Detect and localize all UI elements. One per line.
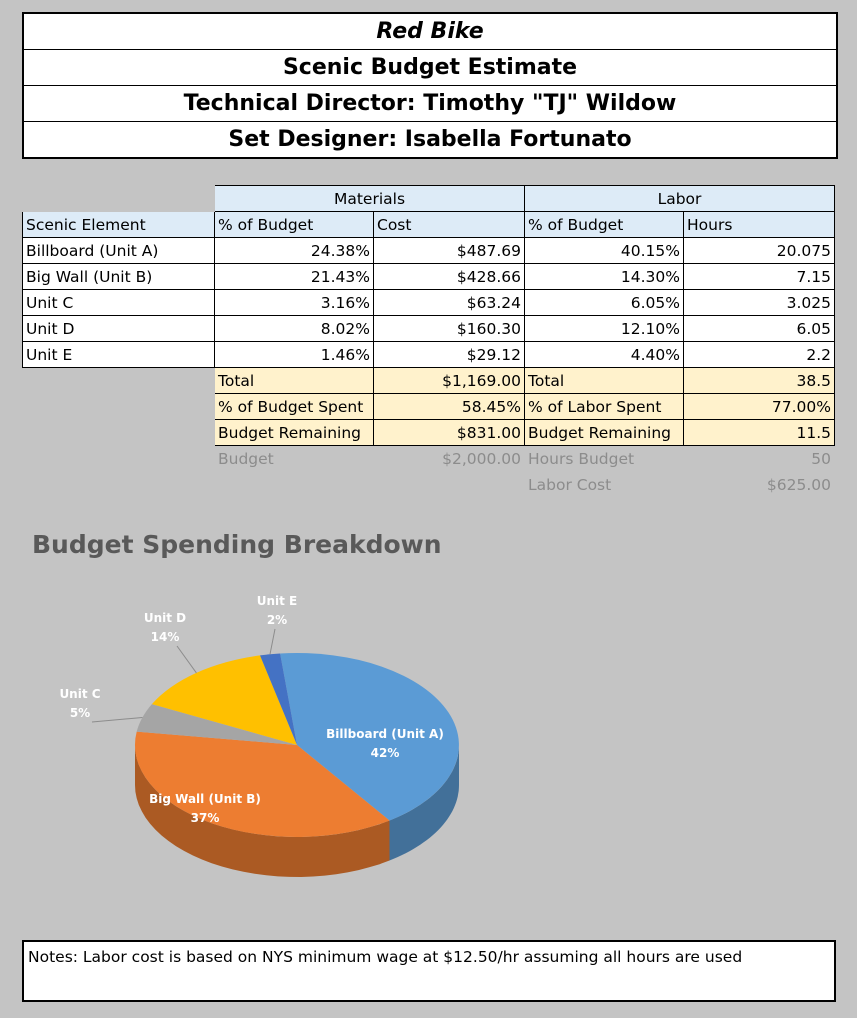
cell-hours: 20.075: [683, 237, 835, 264]
summary-lab-label: Total: [524, 367, 684, 394]
cell-lab-pct: 14.30%: [524, 263, 684, 290]
pie-label-value: 2%: [267, 613, 287, 627]
summary-row-remaining: Budget Remaining $831.00 Budget Remainin…: [23, 419, 835, 446]
summary-mat-label: Total: [214, 367, 374, 394]
budget-label: Budget: [218, 449, 274, 468]
cell-hours: 7.15: [683, 263, 835, 290]
technical-director: Technical Director: Timothy "TJ" Wildow: [24, 86, 836, 122]
pie-label-name: Big Wall (Unit B): [149, 792, 261, 806]
group-header-row: Materials Labor: [23, 185, 835, 212]
cell-cost: $29.12: [373, 341, 525, 368]
pie-label-name: Billboard (Unit A): [326, 727, 444, 741]
cell-mat-pct: 8.02%: [214, 315, 374, 342]
pie-label-value: 37%: [191, 811, 220, 825]
budget-table: Materials Labor Scenic Element % of Budg…: [22, 185, 835, 498]
cell-hours: 3.025: [683, 289, 835, 316]
summary-mat-value: 58.45%: [373, 393, 525, 420]
pie-slice-4: [260, 653, 297, 745]
cell-lab-pct: 40.15%: [524, 237, 684, 264]
cell-cost: $160.30: [373, 315, 525, 342]
labor-cost-value: $625.00: [766, 475, 831, 494]
materials-header: Materials: [214, 185, 525, 212]
footer-row-budget: Budget $2,000.00 Hours Budget 50: [23, 446, 835, 472]
summary-lab-label: % of Labor Spent: [524, 393, 684, 420]
pie-label-value: 5%: [70, 706, 90, 720]
pie-leader-line: [269, 628, 276, 655]
col-header-hours: Hours: [683, 211, 835, 238]
table-row: Big Wall (Unit B) 21.43% $428.66 14.30% …: [22, 263, 835, 290]
table-row: Unit C 3.16% $63.24 6.05% 3.025: [22, 289, 835, 316]
hours-budget-label: Hours Budget: [528, 449, 635, 468]
pie-label-name: Unit D: [144, 611, 186, 625]
pie-slice-1: [134, 731, 390, 837]
summary-mat-label: Budget Remaining: [214, 419, 374, 446]
header-box: Red Bike Scenic Budget Estimate Technica…: [22, 12, 838, 159]
pie-leader-line: [91, 717, 143, 723]
pie-label-name: Unit E: [257, 594, 298, 608]
pie-leader-line: [176, 645, 197, 674]
table-row: Unit D 8.02% $160.30 12.10% 6.05: [22, 315, 835, 342]
column-header-row: Scenic Element % of Budget Cost % of Bud…: [22, 211, 835, 238]
summary-row-spent: % of Budget Spent 58.45% % of Labor Spen…: [23, 393, 835, 420]
document-subtitle: Scenic Budget Estimate: [24, 50, 836, 86]
set-designer: Set Designer: Isabella Fortunato: [228, 127, 632, 152]
summary-lab-label: Budget Remaining: [524, 419, 684, 446]
summary-lab-value: 11.5: [683, 419, 835, 446]
pie-label-value: 42%: [371, 746, 400, 760]
cell-mat-pct: 24.38%: [214, 237, 374, 264]
cell-cost: $487.69: [373, 237, 525, 264]
table-row: Billboard (Unit A) 24.38% $487.69 40.15%…: [22, 237, 835, 264]
cell-hours: 6.05: [683, 315, 835, 342]
summary-mat-value: $831.00: [373, 419, 525, 446]
col-header-mat-pct: % of Budget: [214, 211, 374, 238]
budget-value: $2,000.00: [442, 449, 521, 468]
col-header-lab-pct: % of Budget: [524, 211, 684, 238]
pie-slice-3: [151, 655, 297, 745]
cell-cost: $63.24: [373, 289, 525, 316]
pie-slice-0: [280, 653, 459, 821]
table-row: Unit E 1.46% $29.12 4.40% 2.2: [22, 341, 835, 368]
cell-hours: 2.2: [683, 341, 835, 368]
cell-lab-pct: 4.40%: [524, 341, 684, 368]
summary-mat-label: % of Budget Spent: [214, 393, 374, 420]
pie-label-value: 14%: [151, 630, 180, 644]
cell-element: Unit D: [22, 315, 215, 342]
summary-lab-value: 38.5: [683, 367, 835, 394]
pie-slice-2: [136, 704, 297, 745]
cell-mat-pct: 3.16%: [214, 289, 374, 316]
labor-cost-label: Labor Cost: [528, 475, 612, 494]
chart-title: Budget Spending Breakdown: [32, 530, 442, 559]
cell-lab-pct: 6.05%: [524, 289, 684, 316]
show-title: Red Bike: [24, 14, 836, 50]
col-header-cost: Cost: [373, 211, 525, 238]
footer-row-labor-cost: Labor Cost $625.00: [23, 472, 835, 498]
pie-slice-side-0: [389, 745, 459, 861]
cell-element: Unit E: [22, 341, 215, 368]
pie-slice-side-1: [135, 745, 390, 877]
hours-budget-value: 50: [811, 449, 831, 468]
pie-label-name: Unit C: [59, 687, 100, 701]
summary-lab-value: 77.00%: [683, 393, 835, 420]
notes-box: Notes: Labor cost is based on NYS minimu…: [22, 940, 836, 1002]
